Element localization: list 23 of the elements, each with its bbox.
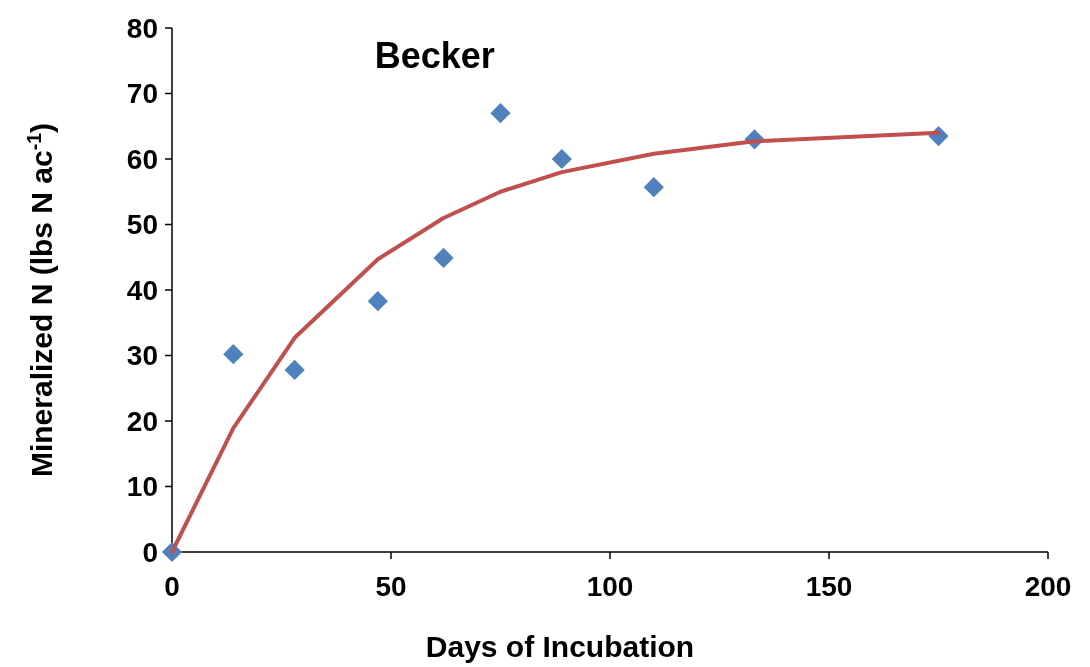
y-tick-label: 30	[126, 340, 158, 372]
y-tick-label: 40	[126, 274, 158, 306]
point	[367, 291, 388, 312]
point	[551, 148, 572, 170]
point	[490, 103, 511, 124]
x-tick-label: 200	[1024, 571, 1072, 602]
y-tick-label: 20	[126, 405, 158, 437]
y-tick-label: 10	[126, 471, 158, 503]
point	[284, 359, 305, 381]
y-tick-label: 0	[142, 536, 158, 568]
x-tick-label: 0	[164, 571, 180, 602]
y-tick-label: 60	[126, 143, 158, 175]
y-tick-label: 70	[126, 78, 158, 110]
x-tick-label: 100	[586, 571, 634, 602]
x-axis-title: Days of Incubation	[425, 630, 695, 663]
point	[433, 247, 454, 268]
x-tick-label: 150	[805, 571, 853, 602]
point	[643, 177, 664, 198]
y-tick-label: 50	[126, 209, 158, 241]
x-tick-label: 50	[375, 571, 407, 602]
y-tick-label: 80	[126, 12, 158, 44]
chart-title: Becker	[374, 35, 495, 76]
point	[223, 344, 244, 365]
